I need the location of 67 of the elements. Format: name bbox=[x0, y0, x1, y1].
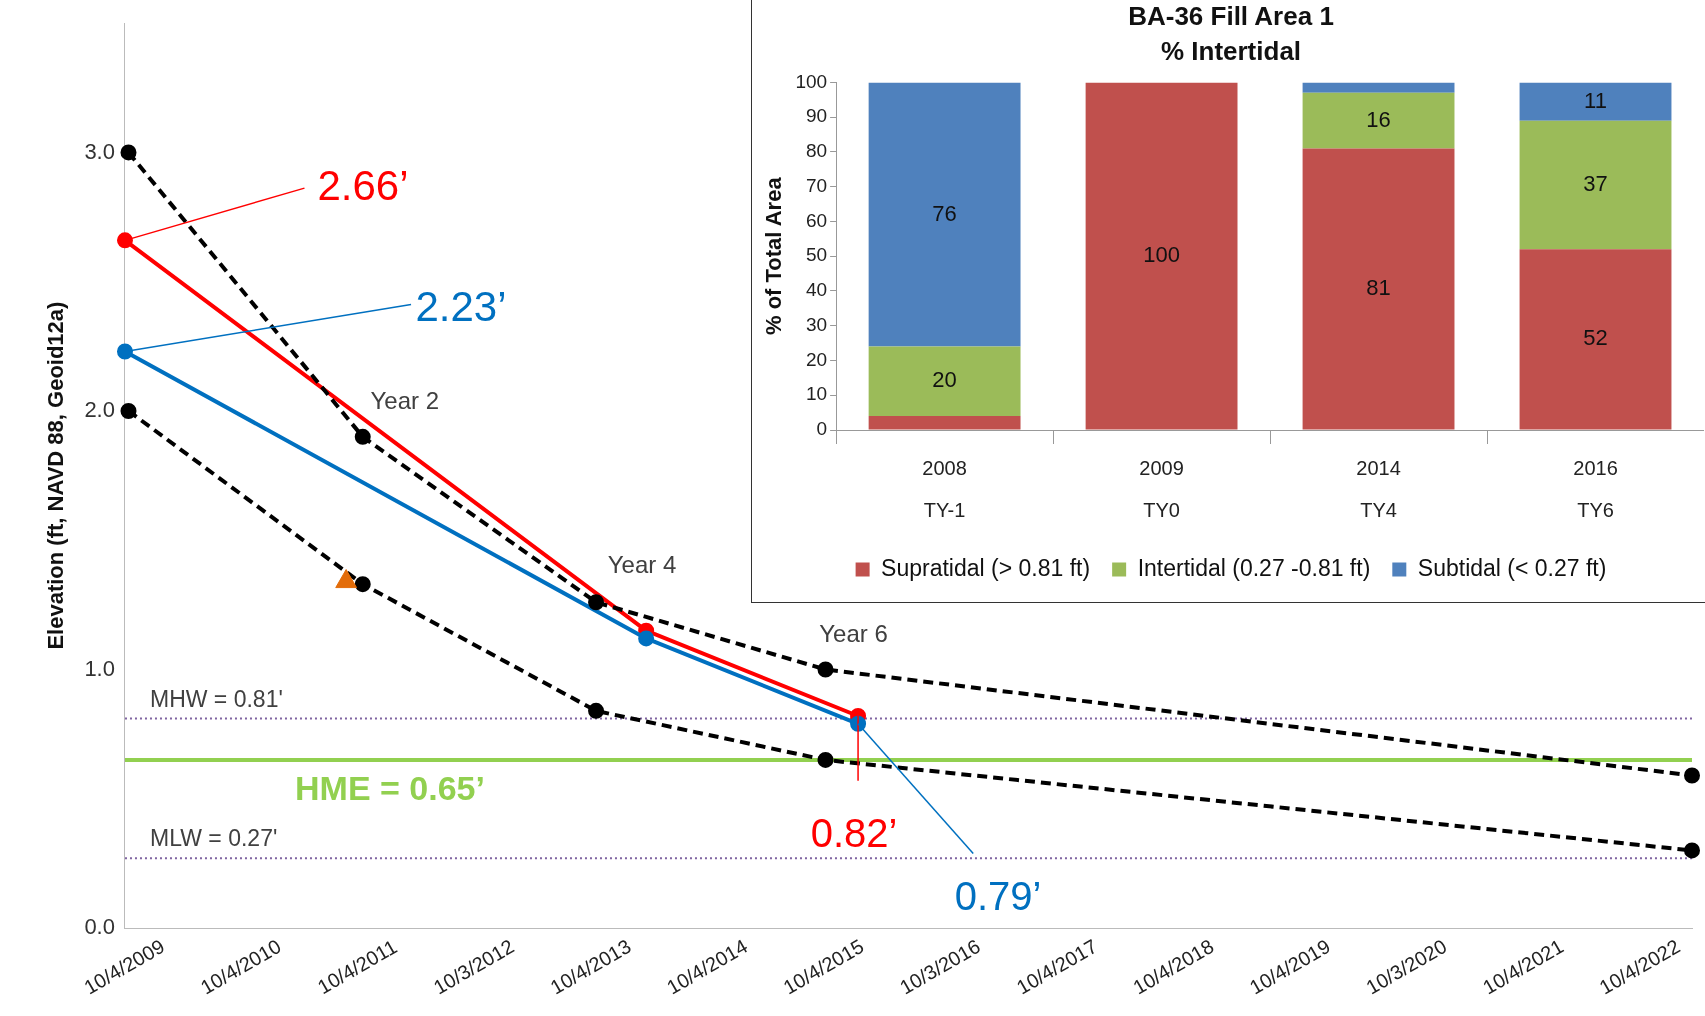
y-tick-label: 0.0 bbox=[84, 914, 115, 940]
ref-line-label: HME = 0.65’ bbox=[295, 768, 485, 807]
point bbox=[638, 630, 655, 647]
point bbox=[588, 702, 605, 719]
bar bbox=[868, 82, 1021, 347]
annotation: Year 4 bbox=[607, 550, 677, 578]
point bbox=[588, 594, 605, 611]
legend-label: Intertidal (0.27 -0.81 ft) bbox=[1137, 554, 1371, 581]
data-label: 76 bbox=[932, 200, 957, 226]
chart-title: BA-36 Fill Area 1 bbox=[1128, 0, 1334, 31]
point bbox=[354, 428, 371, 445]
point bbox=[817, 661, 834, 678]
y-tick-label: 3.0 bbox=[84, 138, 115, 164]
point bbox=[1684, 767, 1700, 784]
data-label: 81 bbox=[1366, 275, 1391, 301]
ref-line-label: MLW = 0.27' bbox=[150, 825, 278, 852]
bar bbox=[1302, 148, 1455, 430]
data-label: 37 bbox=[1583, 171, 1608, 196]
annotation: Year 6 bbox=[819, 620, 888, 648]
point bbox=[116, 343, 133, 360]
y-tick-label: 70 bbox=[805, 174, 828, 196]
legend-label: Subtidal (< 0.27 ft) bbox=[1417, 554, 1607, 581]
chart-subtitle: % Intertidal bbox=[1160, 35, 1302, 66]
data-label: 20 bbox=[932, 367, 957, 393]
x-tick-label: 2009 TY0 bbox=[1139, 456, 1184, 521]
bar bbox=[1519, 82, 1672, 121]
x-tick-label: 2016 TY6 bbox=[1573, 456, 1618, 521]
y-tick-label: 60 bbox=[805, 209, 828, 231]
y-tick-label: 90 bbox=[805, 105, 828, 127]
y-axis-title: % of Total Area bbox=[761, 176, 787, 336]
data-label: 100 bbox=[1143, 242, 1180, 268]
annotation: 0.79’ bbox=[954, 873, 1042, 918]
annotation: 2.66’ bbox=[317, 161, 409, 209]
ref-line-label: MHW = 0.81' bbox=[150, 685, 283, 712]
y-tick-label: 20 bbox=[805, 348, 828, 370]
y-tick-label: 80 bbox=[805, 140, 828, 162]
annotation: 0.82’ bbox=[810, 811, 898, 856]
y-tick-label: 40 bbox=[805, 279, 828, 301]
bar bbox=[1519, 120, 1672, 250]
point bbox=[1684, 842, 1700, 859]
point bbox=[120, 402, 137, 419]
bar bbox=[1519, 249, 1672, 430]
bar bbox=[1302, 82, 1455, 93]
y-tick-label: 1.0 bbox=[84, 655, 115, 681]
y-tick-label: 100 bbox=[795, 70, 828, 92]
data-label: 16 bbox=[1366, 106, 1391, 132]
y-axis-title: Elevation (ft, NAVD 88, Geoid12a) bbox=[43, 301, 69, 650]
x-tick-label: 2014 TY4 bbox=[1356, 456, 1401, 521]
x-tick-label: 2008 TY-1 bbox=[922, 456, 967, 521]
point bbox=[354, 576, 371, 593]
data-label: 11 bbox=[1584, 87, 1607, 113]
point bbox=[120, 144, 137, 161]
bar bbox=[868, 416, 1021, 430]
bar bbox=[868, 346, 1021, 417]
bar bbox=[1302, 92, 1455, 149]
annotation: Year 2 bbox=[370, 387, 440, 415]
y-tick-label: 50 bbox=[805, 244, 828, 266]
y-tick-label: 0 bbox=[816, 418, 828, 440]
y-tick-label: 10 bbox=[805, 383, 828, 405]
annotation: 2.23’ bbox=[415, 283, 507, 331]
legend-label: Supratidal (> 0.81 ft) bbox=[881, 554, 1091, 581]
point bbox=[817, 751, 834, 768]
bar bbox=[1085, 82, 1238, 430]
data-label: 52 bbox=[1583, 325, 1608, 351]
point bbox=[116, 232, 133, 249]
y-tick-label: 30 bbox=[805, 313, 828, 335]
y-tick-label: 2.0 bbox=[84, 397, 115, 423]
